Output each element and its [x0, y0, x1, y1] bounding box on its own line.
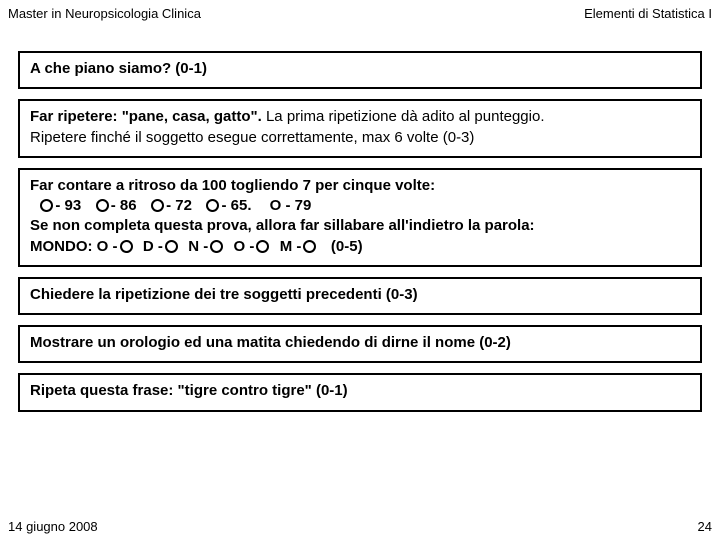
slide-header: Master in Neuropsicologia Clinica Elemen… — [0, 0, 720, 21]
q3-range: (0-5) — [331, 238, 363, 255]
q2-lead: Far ripetere: "pane, casa, gatto". — [30, 108, 262, 125]
circle-icon — [303, 240, 316, 253]
q3-v4: - 65. — [221, 197, 251, 214]
q3-line3a: Se non completa questa prova, allora far… — [30, 217, 535, 234]
slide-footer: 14 giugno 2008 24 — [8, 519, 712, 534]
question-box-5: Mostrare un orologio ed una matita chied… — [18, 325, 702, 363]
q6-text: Ripeta questa frase: "tigre contro tigre… — [30, 382, 348, 399]
q3-line1: Far contare a ritroso da 100 togliendo 7… — [30, 177, 435, 194]
q3-v3: - 72 — [166, 197, 192, 214]
q3-mO: O - — [97, 238, 118, 255]
q2-line2: Ripetere finché il soggetto esegue corre… — [30, 129, 474, 146]
circle-icon — [206, 199, 219, 212]
circle-icon — [165, 240, 178, 253]
q3-v1: - 93 — [55, 197, 81, 214]
header-right: Elementi di Statistica I — [584, 6, 712, 21]
circle-icon — [96, 199, 109, 212]
question-box-2: Far ripetere: "pane, casa, gatto". La pr… — [18, 99, 702, 158]
footer-date: 14 giugno 2008 — [8, 519, 98, 534]
circle-icon — [210, 240, 223, 253]
circle-icon — [120, 240, 133, 253]
q3-annotation: O - 79 — [270, 196, 312, 216]
q3-mO2: O - — [234, 238, 255, 255]
q1-text: A che piano siamo? (0-1) — [30, 60, 207, 77]
q3-mD: D - — [143, 238, 163, 255]
header-left: Master in Neuropsicologia Clinica — [8, 6, 201, 21]
q4-text: Chiedere la ripetizione dei tre soggetti… — [30, 286, 418, 303]
q3-counting-row: - 93 - 86 - 72 - 65. — [30, 197, 256, 214]
q3-mM: M - — [280, 238, 302, 255]
q3-mondo-lead: MONDO: — [30, 238, 93, 255]
q3-mondo-row: MONDO: O - D - N - O - M - (0-5) — [30, 238, 363, 255]
question-box-4: Chiedere la ripetizione dei tre soggetti… — [18, 277, 702, 315]
question-box-3: Far contare a ritroso da 100 togliendo 7… — [18, 168, 702, 267]
question-box-1: A che piano siamo? (0-1) — [18, 51, 702, 89]
q2-rest1: La prima ripetizione dà adito al puntegg… — [262, 108, 545, 125]
circle-icon — [256, 240, 269, 253]
q3-v2: - 86 — [111, 197, 137, 214]
circle-icon — [40, 199, 53, 212]
circle-icon — [151, 199, 164, 212]
question-box-6: Ripeta questa frase: "tigre contro tigre… — [18, 373, 702, 411]
footer-page: 24 — [698, 519, 712, 534]
q3-mN: N - — [188, 238, 208, 255]
content-area: A che piano siamo? (0-1) Far ripetere: "… — [0, 21, 720, 412]
q5-text: Mostrare un orologio ed una matita chied… — [30, 334, 511, 351]
